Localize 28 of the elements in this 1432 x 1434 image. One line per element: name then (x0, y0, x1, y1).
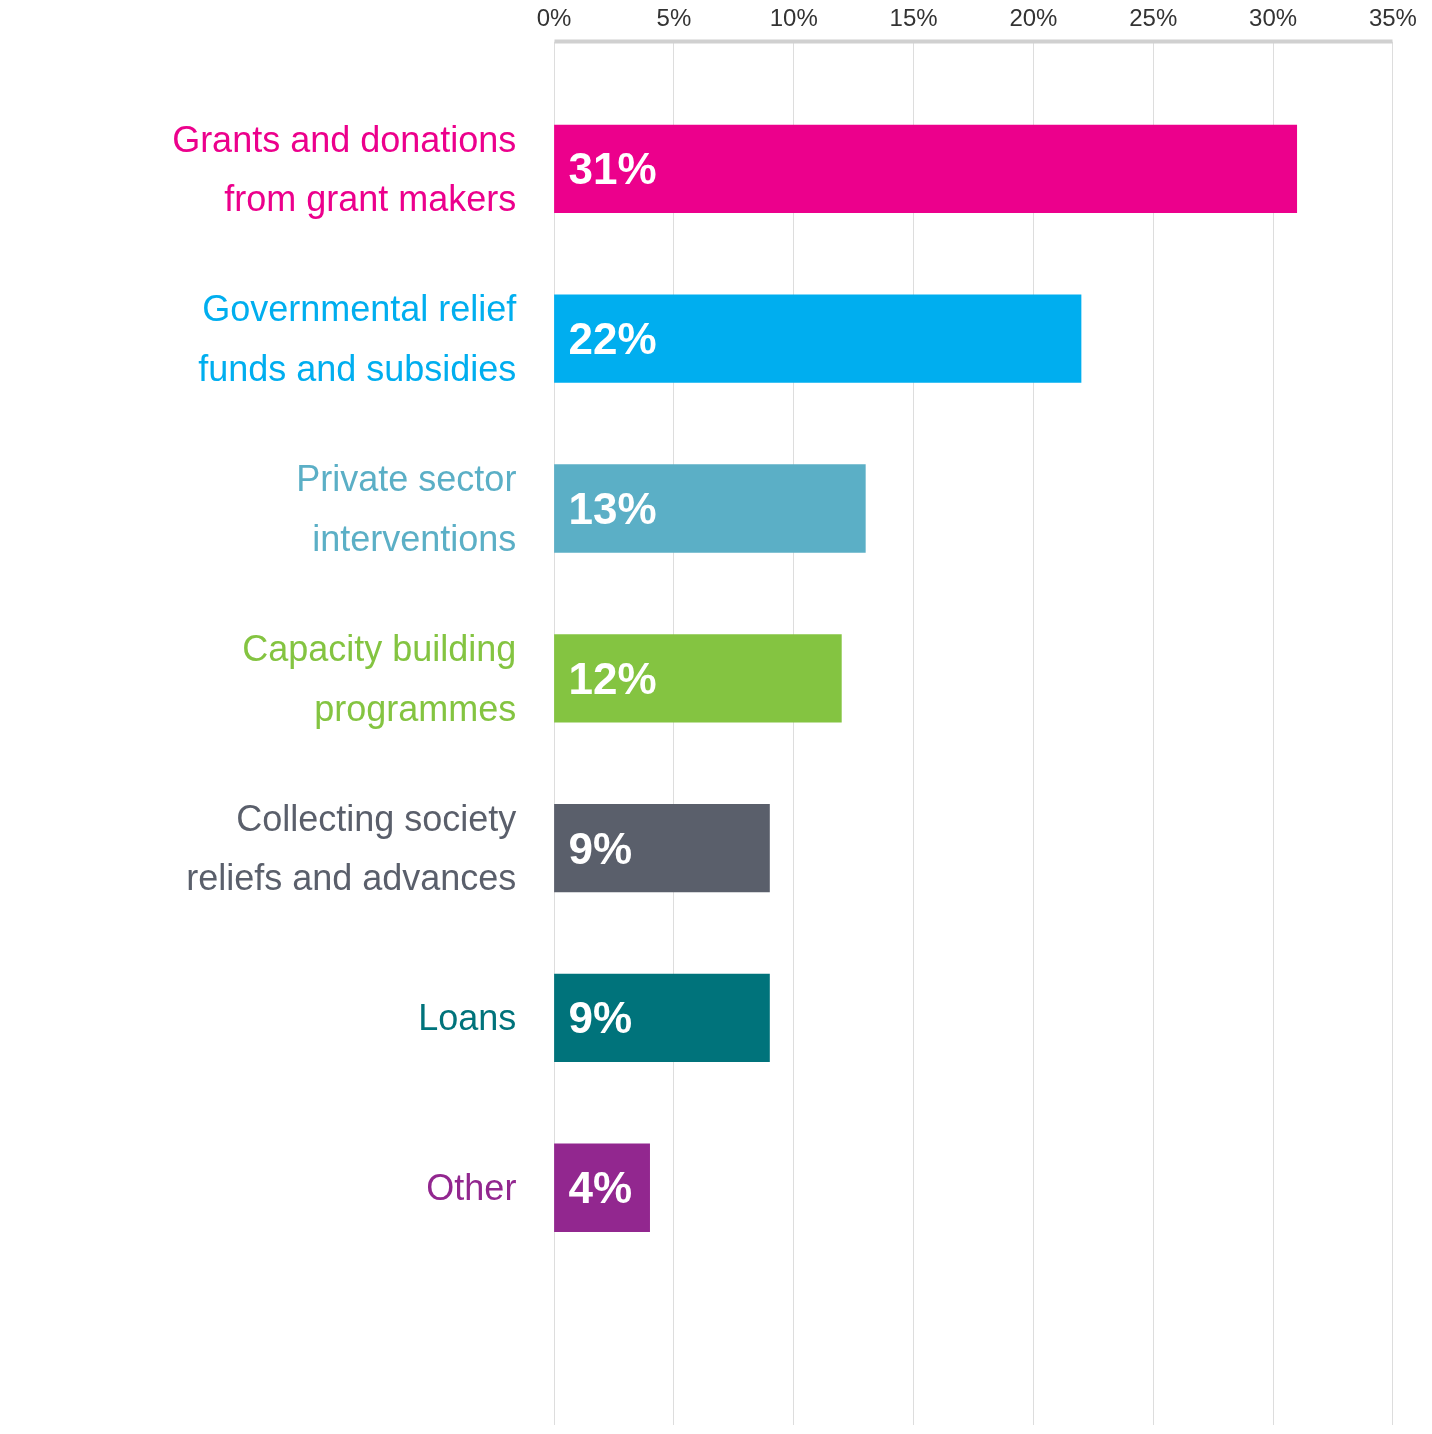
x-tick-label: 25% (1129, 3, 1178, 31)
y-tick-label: Other (426, 1167, 517, 1209)
bar (554, 294, 1082, 383)
bar (554, 464, 866, 553)
data-label: 13% (568, 483, 657, 533)
bar (554, 803, 770, 893)
y-tick-label: Collecting society reliefs and advances (186, 797, 517, 899)
x-tick-label: 30% (1249, 3, 1298, 31)
y-tick-label: Grants and donations from grant makers (172, 118, 517, 220)
x-tick-label: 5% (656, 3, 692, 31)
data-label: 4% (568, 1163, 633, 1213)
x-tick-label: 0% (536, 3, 572, 31)
bar (554, 973, 770, 1063)
bar (554, 124, 1298, 214)
y-tick-label: Loans (418, 997, 517, 1039)
x-tick-label: 20% (1009, 3, 1058, 31)
data-label: 31% (568, 144, 657, 194)
x-tick-label: 35% (1368, 3, 1417, 31)
x-tick-label: 15% (889, 3, 938, 31)
y-tick-label: Private sector interventions (296, 458, 517, 559)
bar (554, 634, 842, 723)
data-label: 9% (568, 823, 633, 873)
data-label: 12% (568, 653, 657, 703)
data-label: 9% (568, 993, 633, 1043)
x-tick-label: 10% (769, 3, 818, 31)
y-tick-label: Capacity building programmes (242, 628, 517, 729)
data-label: 22% (568, 314, 657, 364)
y-tick-label: Governmental relief funds and subsidies (198, 288, 518, 389)
